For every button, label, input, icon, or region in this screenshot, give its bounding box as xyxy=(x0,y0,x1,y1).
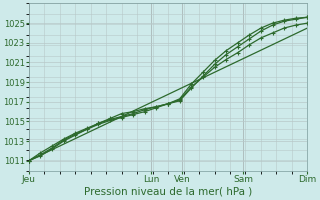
X-axis label: Pression niveau de la mer( hPa ): Pression niveau de la mer( hPa ) xyxy=(84,187,252,197)
